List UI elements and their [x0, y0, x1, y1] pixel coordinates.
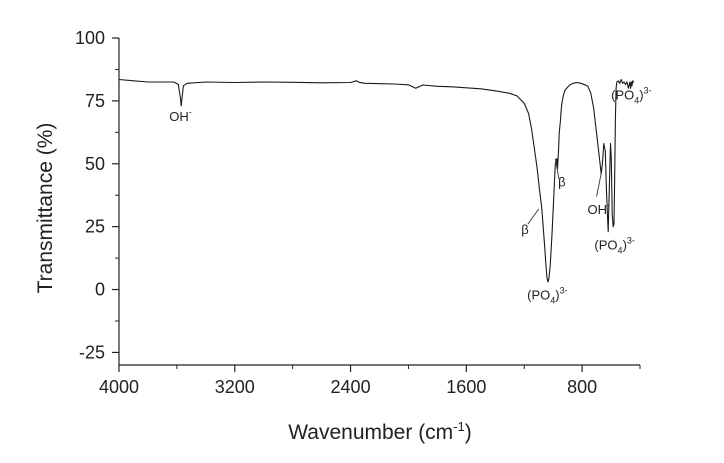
peak-annotation: (PO4)3-: [611, 86, 652, 106]
annotation-leader: [554, 158, 560, 179]
y-tick-label: 0: [95, 280, 105, 300]
x-tick-label: 4000: [99, 377, 139, 397]
peak-annotation: OH-: [169, 107, 192, 124]
spectrum-line: [118, 78, 635, 283]
annotation-leader: [527, 208, 540, 225]
x-axis-title: Wavenumber (cm-1): [288, 419, 472, 444]
plot-area: [118, 38, 640, 366]
y-tick-label: 50: [85, 154, 105, 174]
y-axis-title: Transmittance (%): [34, 123, 57, 294]
y-tick-label: 100: [75, 28, 105, 48]
annotation-layer: OH-β (PO4)3- β OH- (PO4)3- (PO4)3-: [169, 86, 651, 306]
peak-annotation: (PO4)3-: [527, 286, 568, 306]
peak-annotation: β: [558, 174, 565, 189]
y-tick-label: 75: [85, 91, 105, 111]
y-tick-label: 25: [85, 217, 105, 237]
annotation-leader: [596, 171, 603, 197]
x-tick-label: 800: [567, 377, 597, 397]
x-tick-label: 2400: [331, 377, 371, 397]
x-tick-label: 1600: [446, 377, 486, 397]
y-tick-label: -25: [79, 342, 105, 362]
x-tick-label: 3200: [215, 377, 255, 397]
peak-annotation: β: [521, 222, 528, 237]
x-axis: 4000 3200 2400 1600 800: [99, 365, 641, 397]
y-axis: -25 0 25 50 75 100: [75, 28, 119, 362]
peak-annotation: (PO4)3-: [594, 235, 635, 255]
series-layer: [118, 78, 635, 283]
peak-annotation: OH-: [588, 200, 611, 217]
